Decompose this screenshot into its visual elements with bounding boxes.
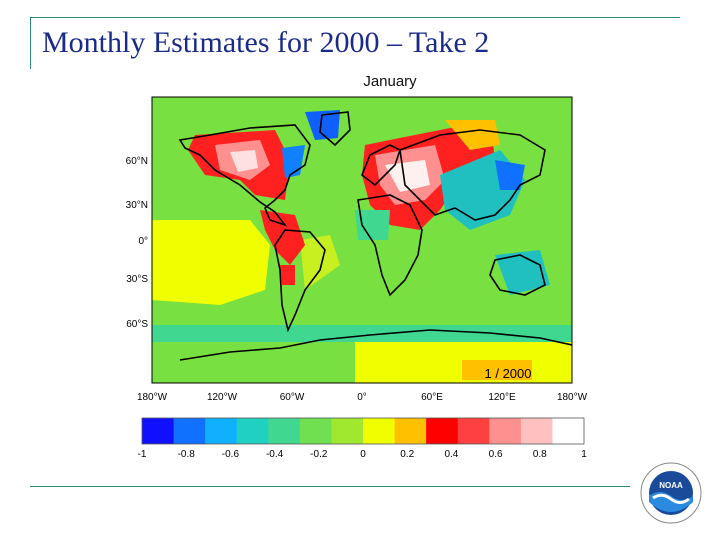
colorbar-swatch xyxy=(457,418,490,444)
anomaly-region xyxy=(495,250,550,295)
colorbar-tick-labels: -1 -0.8 -0.6 -0.4 -0.2 0 0.2 0.4 0.6 0.8 1 xyxy=(138,449,588,460)
lat-label-0: 0° xyxy=(138,236,148,247)
anomaly-region xyxy=(445,120,500,150)
longitude-labels: 180°W 120°W 60°W 0° 60°E 120°E 180°W xyxy=(137,392,588,403)
lon-label-120w: 120°W xyxy=(207,392,238,403)
anomaly-region xyxy=(495,160,525,190)
coastline-asia xyxy=(399,129,546,221)
anomaly-region xyxy=(280,265,295,285)
map-figure: 1 / 2000 60°N 30°N 0° 30°S 60°S 180°W 12… xyxy=(126,96,588,460)
lat-label-60n: 60°N xyxy=(126,156,148,167)
lon-label-120e: 120°E xyxy=(488,392,516,403)
colorbar-tick-label: 0.6 xyxy=(489,449,503,460)
colorbar-tick-label: 0.2 xyxy=(400,449,414,460)
colorbar-tick-label: -0.4 xyxy=(266,449,284,460)
anomaly-region xyxy=(300,235,340,290)
lon-label-60e: 60°E xyxy=(421,392,443,403)
coastline-greenland xyxy=(319,111,351,147)
coastline-north-america xyxy=(178,124,311,227)
colorbar-tick-label: -0.2 xyxy=(310,449,328,460)
colorbar-swatch xyxy=(299,418,332,444)
left-rule xyxy=(30,17,31,69)
noaa-logo-text: NOAA xyxy=(659,481,683,490)
latitude-labels: 60°N 30°N 0° 30°S 60°S xyxy=(126,156,149,330)
colorbar-tick-label: 1 xyxy=(581,449,587,460)
lon-label-60w: 60°W xyxy=(280,392,305,403)
colorbar-swatch xyxy=(331,418,364,444)
colorbar-tick-label: -0.8 xyxy=(178,449,196,460)
colorbar-swatch xyxy=(426,418,459,444)
date-stamp: 1 / 2000 xyxy=(485,366,532,381)
colorbar-swatch xyxy=(363,418,396,444)
colorbar-swatch xyxy=(205,418,238,444)
slide-title: Monthly Estimates for 2000 – Take 2 xyxy=(42,26,490,59)
colorbar-swatch xyxy=(394,418,427,444)
colorbar xyxy=(142,418,585,444)
anomaly-region xyxy=(305,110,340,140)
top-rule xyxy=(30,17,680,18)
colorbar-tick-label: 0.4 xyxy=(444,449,458,460)
anomaly-region xyxy=(152,220,270,305)
lat-label-30n: 30°N xyxy=(126,200,148,211)
lon-label-0: 0° xyxy=(357,392,367,403)
map-title: January xyxy=(363,73,417,90)
colorbar-tick-label: 0 xyxy=(360,449,366,460)
coastline-africa xyxy=(357,194,423,297)
coastlines xyxy=(178,111,572,361)
lat-label-30s: 30°S xyxy=(126,274,148,285)
coastline-australia xyxy=(489,254,546,296)
anomaly-region xyxy=(260,210,305,265)
colorbar-frame xyxy=(141,417,585,445)
anomaly-region xyxy=(152,325,572,342)
noaa-logo-icon: NOAA xyxy=(640,462,702,524)
bottom-rule xyxy=(30,486,630,487)
colorbar-tick-label: 0.8 xyxy=(533,449,547,460)
anomaly-region xyxy=(462,360,532,380)
colorbar-tick-label: -0.6 xyxy=(222,449,240,460)
colorbar-swatch xyxy=(268,418,301,444)
coastline-europe xyxy=(361,144,401,187)
lon-label-180e: 180°W xyxy=(557,392,588,403)
colorbar-swatch xyxy=(520,418,553,444)
anomaly-region xyxy=(355,210,390,240)
colorbar-swatch xyxy=(489,418,522,444)
anomaly-region xyxy=(385,160,430,192)
lat-label-60s: 60°S xyxy=(126,319,148,330)
anomaly-region xyxy=(230,150,258,172)
colorbar-swatch xyxy=(173,418,206,444)
colorbar-swatch xyxy=(552,418,585,444)
coastline-antarctica xyxy=(179,329,572,361)
coastline-south-america xyxy=(274,229,326,333)
colorbar-swatch xyxy=(142,418,175,444)
colorbar-swatch xyxy=(236,418,269,444)
colorbar-tick-label: -1 xyxy=(138,449,147,460)
lon-label-180w: 180°W xyxy=(137,392,168,403)
map-frame xyxy=(151,96,573,384)
